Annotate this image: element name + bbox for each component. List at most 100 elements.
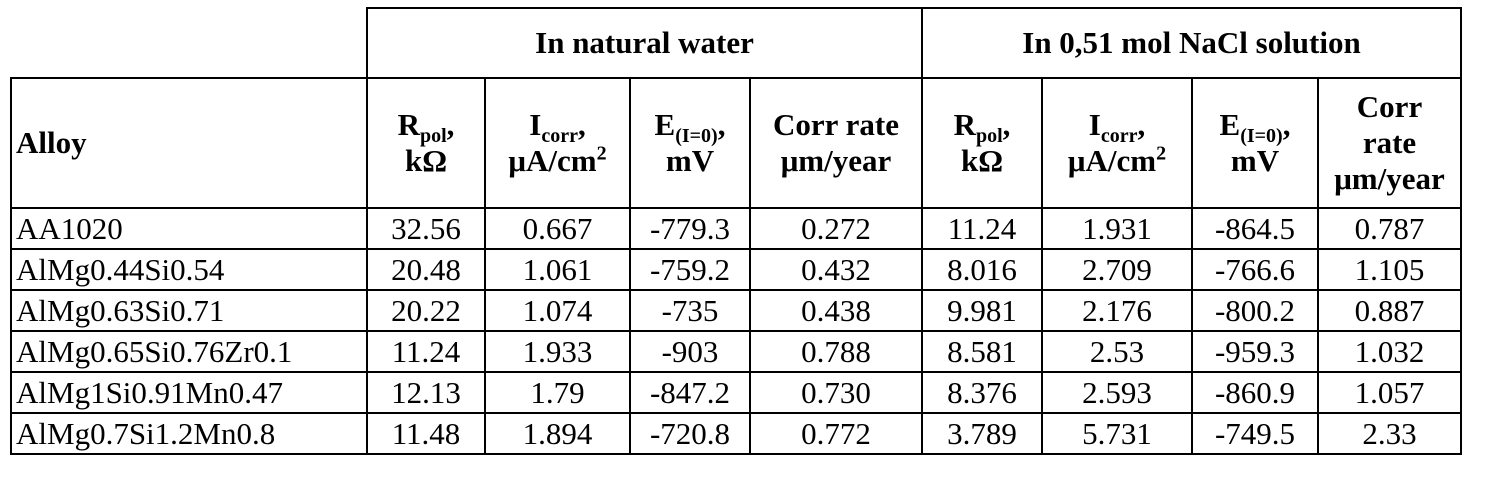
natural-corr-rate-value: 0.730	[749, 371, 923, 414]
natural-corr-rate-header: Corr rate μm/year	[749, 77, 923, 209]
icorr-unit: μA/cm	[1067, 143, 1157, 178]
natural-corr-rate-value: 0.772	[749, 412, 923, 455]
icorr-unit-exponent: 2	[1156, 142, 1167, 165]
icorr-symbol: I	[529, 107, 542, 142]
natural-icorr-value: 0.667	[484, 207, 631, 250]
natural-rpol-value: 11.48	[366, 412, 486, 455]
nacl-rpol-value: 8.016	[921, 248, 1043, 291]
natural-icorr-value: 1.894	[484, 412, 631, 455]
e-comma: ,	[1282, 107, 1291, 142]
icorr-comma: ,	[577, 107, 586, 142]
rpol-subscript: pol	[975, 125, 1003, 148]
e-symbol: E	[654, 107, 676, 142]
natural-e-header: E(I=0), mV	[629, 77, 751, 209]
nacl-corr-rate-value: 2.33	[1317, 412, 1462, 455]
nacl-icorr-value: 2.176	[1041, 289, 1193, 332]
rpol-comma: ,	[1002, 107, 1011, 142]
nacl-rpol-value: 8.376	[921, 371, 1043, 414]
rpol-unit: kΩ	[404, 143, 448, 178]
e-subscript: (I=0)	[675, 125, 718, 148]
alloy-name: AA1020	[10, 207, 368, 250]
e-unit: mV	[665, 143, 715, 178]
table-row: AlMg0.65Si0.76Zr0.1 11.24 1.933 -903 0.7…	[10, 330, 1462, 373]
group-header-row: In natural water In 0,51 mol NaCl soluti…	[11, 7, 1462, 79]
icorr-unit: μA/cm	[508, 143, 597, 178]
natural-icorr-value: 1.79	[484, 371, 631, 414]
e-unit: mV	[1230, 143, 1280, 178]
table-row: AlMg1Si0.91Mn0.47 12.13 1.79 -847.2 0.73…	[10, 371, 1462, 414]
natural-e-value: -847.2	[629, 371, 751, 414]
table-row: AlMg0.44Si0.54 20.48 1.061 -759.2 0.432 …	[10, 248, 1462, 291]
icorr-symbol: I	[1088, 107, 1101, 142]
nacl-icorr-value: 1.931	[1041, 207, 1193, 250]
nacl-corr-rate-value: 0.787	[1317, 207, 1462, 250]
rpol-comma: ,	[446, 107, 455, 142]
corrosion-data-table: In natural water In 0,51 mol NaCl soluti…	[10, 7, 1462, 455]
alloy-name: AlMg0.44Si0.54	[10, 248, 368, 291]
natural-rpol-value: 12.13	[366, 371, 486, 414]
nacl-e-value: -959.3	[1191, 330, 1319, 373]
group-nacl-solution: In 0,51 mol NaCl solution	[921, 7, 1462, 79]
nacl-e-value: -864.5	[1191, 207, 1319, 250]
nacl-icorr-value: 2.53	[1041, 330, 1193, 373]
alloy-column-header: Alloy	[10, 77, 368, 209]
column-header-row: Alloy Rpol, kΩ Icorr, μA/cm2 E(I=0), mV …	[10, 77, 1462, 209]
alloy-name: AlMg0.63Si0.71	[10, 289, 368, 332]
icorr-subscript: corr	[1100, 125, 1138, 148]
rpol-symbol: R	[397, 107, 420, 142]
corr-label: Corr	[1356, 89, 1423, 124]
rpol-subscript: pol	[419, 125, 447, 148]
natural-corr-rate-value: 0.788	[749, 330, 923, 373]
nacl-rpol-value: 3.789	[921, 412, 1043, 455]
natural-rpol-value: 20.48	[366, 248, 486, 291]
natural-icorr-value: 1.074	[484, 289, 631, 332]
corr-rate-unit: μm/year	[1334, 161, 1445, 196]
icorr-unit-exponent: 2	[596, 142, 607, 165]
natural-e-value: -759.2	[629, 248, 751, 291]
natural-e-value: -779.3	[629, 207, 751, 250]
natural-corr-rate-value: 0.438	[749, 289, 923, 332]
rate-label: rate	[1362, 125, 1417, 160]
nacl-corr-rate-header: Corr rate μm/year	[1317, 77, 1462, 209]
e-comma: ,	[717, 107, 726, 142]
natural-corr-rate-value: 0.432	[749, 248, 923, 291]
nacl-e-value: -800.2	[1191, 289, 1319, 332]
e-symbol: E	[1219, 107, 1241, 142]
nacl-icorr-value: 2.593	[1041, 371, 1193, 414]
e-subscript: (I=0)	[1240, 125, 1283, 148]
natural-e-value: -735	[629, 289, 751, 332]
nacl-e-value: -766.6	[1191, 248, 1319, 291]
nacl-corr-rate-value: 1.105	[1317, 248, 1462, 291]
nacl-icorr-value: 2.709	[1041, 248, 1193, 291]
natural-icorr-header: Icorr, μA/cm2	[484, 77, 631, 209]
alloy-name: AlMg0.65Si0.76Zr0.1	[10, 330, 368, 373]
table-row: AlMg0.7Si1.2Mn0.8 11.48 1.894 -720.8 0.7…	[10, 412, 1462, 455]
natural-e-value: -903	[629, 330, 751, 373]
natural-rpol-value: 11.24	[366, 330, 486, 373]
natural-rpol-header: Rpol, kΩ	[366, 77, 486, 209]
nacl-corr-rate-value: 0.887	[1317, 289, 1462, 332]
alloy-name: AlMg1Si0.91Mn0.47	[10, 371, 368, 414]
nacl-rpol-header: Rpol, kΩ	[921, 77, 1043, 209]
nacl-e-header: E(I=0), mV	[1191, 77, 1319, 209]
nacl-rpol-value: 8.581	[921, 330, 1043, 373]
corner-cell	[11, 8, 368, 79]
nacl-rpol-value: 11.24	[921, 207, 1043, 250]
natural-icorr-value: 1.933	[484, 330, 631, 373]
icorr-subscript: corr	[541, 125, 578, 148]
natural-icorr-value: 1.061	[484, 248, 631, 291]
icorr-comma: ,	[1137, 107, 1146, 142]
natural-e-value: -720.8	[629, 412, 751, 455]
natural-corr-rate-value: 0.272	[749, 207, 923, 250]
nacl-e-value: -749.5	[1191, 412, 1319, 455]
group-natural-water: In natural water	[366, 7, 923, 79]
nacl-icorr-header: Icorr, μA/cm2	[1041, 77, 1193, 209]
rpol-unit: kΩ	[960, 143, 1004, 178]
nacl-corr-rate-value: 1.057	[1317, 371, 1462, 414]
alloy-name: AlMg0.7Si1.2Mn0.8	[10, 412, 368, 455]
nacl-e-value: -860.9	[1191, 371, 1319, 414]
corr-rate-label: Corr rate	[773, 107, 899, 142]
table-row: AlMg0.63Si0.71 20.22 1.074 -735 0.438 9.…	[10, 289, 1462, 332]
rpol-symbol: R	[953, 107, 976, 142]
nacl-icorr-value: 5.731	[1041, 412, 1193, 455]
